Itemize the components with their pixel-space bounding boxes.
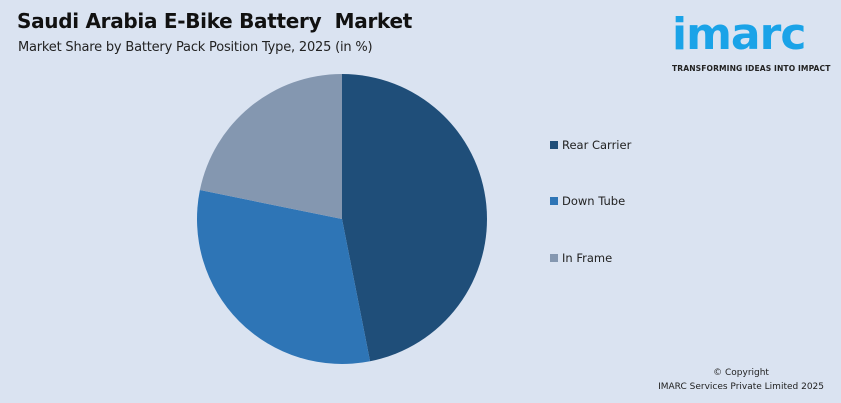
legend-swatch-icon [550, 197, 558, 205]
logo-tagline: TRANSFORMING IDEAS INTO IMPACT [672, 64, 831, 73]
legend-item-rear-carrier: Rear Carrier [550, 138, 631, 152]
pie-slice-down-tube [196, 190, 371, 364]
copyright-line-2: IMARC Services Private Limited 2025 [658, 382, 824, 392]
chart-title: Saudi Arabia E-Bike Battery Market [17, 9, 412, 33]
pie-slice-rear-carrier [342, 73, 487, 362]
logo-wordmark: imarc [672, 9, 806, 60]
legend-label: In Frame [562, 251, 613, 265]
copyright-notice: © Copyright IMARC Services Private Limit… [658, 366, 824, 394]
legend-label: Rear Carrier [562, 138, 632, 152]
pie-slice-in-frame [199, 74, 342, 219]
copyright-line-1: © Copyright [713, 368, 769, 378]
legend-item-in-frame: In Frame [550, 251, 612, 265]
legend-item-down-tube: Down Tube [550, 194, 625, 208]
pie-chart [196, 73, 487, 364]
imarc-logo: imarc TRANSFORMING IDEAS INTO IMPACT [672, 4, 834, 76]
legend-swatch-icon [550, 141, 558, 149]
legend-label: Down Tube [562, 194, 626, 208]
legend-swatch-icon [550, 254, 558, 262]
chart-subtitle: Market Share by Battery Pack Position Ty… [18, 40, 373, 55]
